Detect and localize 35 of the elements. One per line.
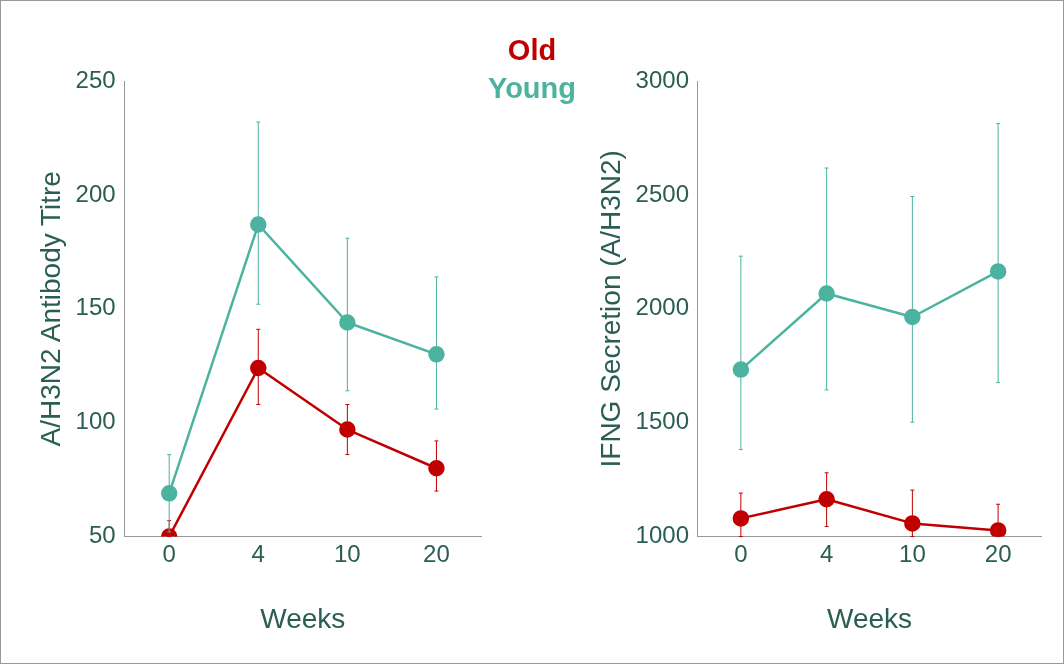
y-axis-title: A/H3N2 Antibody Titre bbox=[34, 171, 66, 447]
y-tick-label: 100 bbox=[75, 407, 116, 435]
x-axis-title: Weeks bbox=[260, 602, 346, 634]
point bbox=[339, 421, 356, 438]
point bbox=[250, 359, 267, 377]
y-tick-label: 3000 bbox=[635, 65, 689, 93]
y-tick-label: 2000 bbox=[635, 293, 689, 321]
point bbox=[250, 216, 267, 233]
y-tick-label: 150 bbox=[75, 293, 116, 321]
point bbox=[160, 485, 178, 502]
x-tick-label: 0 bbox=[734, 539, 748, 567]
text: Old bbox=[507, 34, 557, 66]
x-tick-label: 4 bbox=[251, 539, 265, 567]
point bbox=[818, 285, 835, 302]
point bbox=[818, 490, 835, 508]
y-tick-label: 200 bbox=[75, 179, 116, 207]
x-tick-label: 20 bbox=[423, 539, 450, 567]
y-tick-label: 250 bbox=[75, 65, 116, 93]
x-tick-label: 4 bbox=[819, 539, 834, 567]
x-tick-label: 10 bbox=[899, 539, 926, 567]
x-tick-label: 10 bbox=[334, 539, 361, 567]
x-tick-label: 0 bbox=[162, 539, 176, 567]
point bbox=[428, 346, 445, 363]
y-axis-title: IFNG Secretion (A/H3N2) bbox=[594, 150, 626, 468]
x-tick-label: 20 bbox=[984, 539, 1012, 567]
y-tick-label: 1500 bbox=[635, 407, 689, 435]
point bbox=[428, 460, 445, 477]
y-tick-label: 1000 bbox=[635, 521, 689, 549]
text: Young bbox=[487, 72, 577, 104]
point bbox=[904, 308, 921, 326]
point bbox=[339, 314, 356, 331]
y-tick-label: 2500 bbox=[635, 179, 689, 207]
y-tick-label: 50 bbox=[88, 521, 116, 549]
point bbox=[904, 515, 921, 532]
x-axis-title: Weeks bbox=[826, 602, 913, 634]
